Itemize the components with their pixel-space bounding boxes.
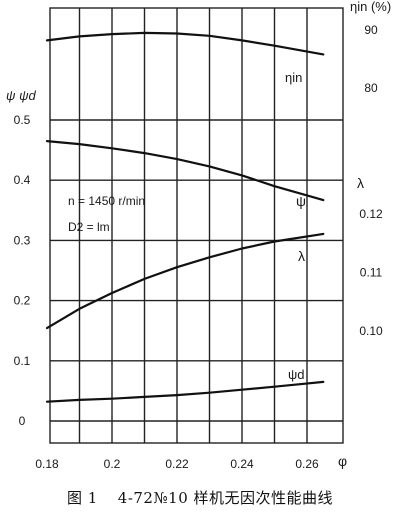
- lambda-series-label: λ: [298, 248, 305, 264]
- diameter-annotation: D2 = lm: [68, 220, 110, 234]
- lambda-axis-label: λ: [357, 175, 364, 191]
- plot-frame: [49, 7, 344, 444]
- figure-title: 4-72№10 样机无因次性能曲线: [117, 488, 334, 507]
- eta-tick-label: 90: [364, 23, 378, 37]
- series-2-line: [45, 232, 325, 330]
- x-tick-label: 0.24: [230, 457, 254, 471]
- y-tick-label: 0: [19, 414, 26, 428]
- y-tick-label: 0.5: [14, 113, 31, 127]
- speed-annotation: n = 1450 r/min: [68, 194, 145, 208]
- chart-grid: [49, 7, 344, 444]
- series-0-line: [45, 31, 325, 56]
- eta-tick-label: 80: [364, 81, 378, 95]
- lambda-tick-label: 0.12: [359, 207, 383, 221]
- eta-axis-label: ηin (%): [350, 0, 391, 14]
- left-axis-label: ψ ψd: [6, 88, 37, 103]
- x-tick-label: 0.2: [104, 457, 121, 471]
- series-lines: [45, 31, 325, 403]
- psid-series-label: ψd: [288, 367, 305, 382]
- x-tick-label: 0.18: [35, 457, 59, 471]
- y-tick-label: 0.3: [14, 233, 31, 247]
- y-tick-label: 0.2: [14, 294, 31, 308]
- x-tick-label: 0.22: [165, 457, 189, 471]
- y-tick-label: 0.1: [14, 354, 31, 368]
- series-1-line: [45, 140, 325, 202]
- lambda-tick-label: 0.11: [360, 266, 383, 280]
- x-tick-label: 0.26: [295, 457, 319, 471]
- lambda-tick-label: 0.10: [359, 324, 383, 338]
- psi-series-label: ψ: [296, 193, 306, 209]
- series-3-line: [45, 380, 325, 403]
- y-tick-label: 0.4: [14, 173, 31, 187]
- eta-series-label: ηin: [285, 70, 302, 85]
- x-axis-label: φ: [338, 453, 347, 469]
- axis-ticks: 0.18 0.2 0.22 0.24 0.26 0 0.1 0.2 0.3 0.4 0.5 80 90 0…: [14, 23, 383, 471]
- figure-caption: 图 1 4-72№10 样机无因次性能曲线: [0, 480, 400, 514]
- figure-number: 图 1: [66, 488, 98, 507]
